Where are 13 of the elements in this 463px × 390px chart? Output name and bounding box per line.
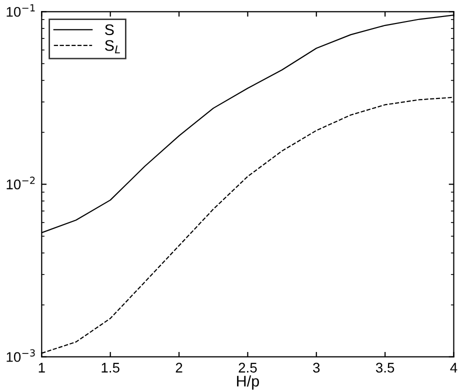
x-axis-title: H/p bbox=[237, 375, 259, 390]
y-tick-label: 10$^{−2}$ bbox=[6, 176, 35, 190]
y-tick-label: 10$^{−3}$ bbox=[6, 349, 35, 362]
x-tick-label: 2 bbox=[176, 362, 182, 372]
legend-label: S bbox=[105, 24, 114, 36]
x-tick-label: 4 bbox=[450, 362, 458, 372]
y-tick-label: 10$^{−1}$ bbox=[6, 4, 35, 17]
x-tick-label: 3 bbox=[313, 362, 320, 373]
x-tick-label: 1 bbox=[38, 362, 45, 372]
x-tick-label: 2.5 bbox=[238, 362, 257, 373]
x-tick-label: 1.5 bbox=[102, 362, 120, 373]
legend-label: S$_{L}$ bbox=[105, 40, 120, 54]
x-tick-label: 3.5 bbox=[376, 362, 394, 373]
